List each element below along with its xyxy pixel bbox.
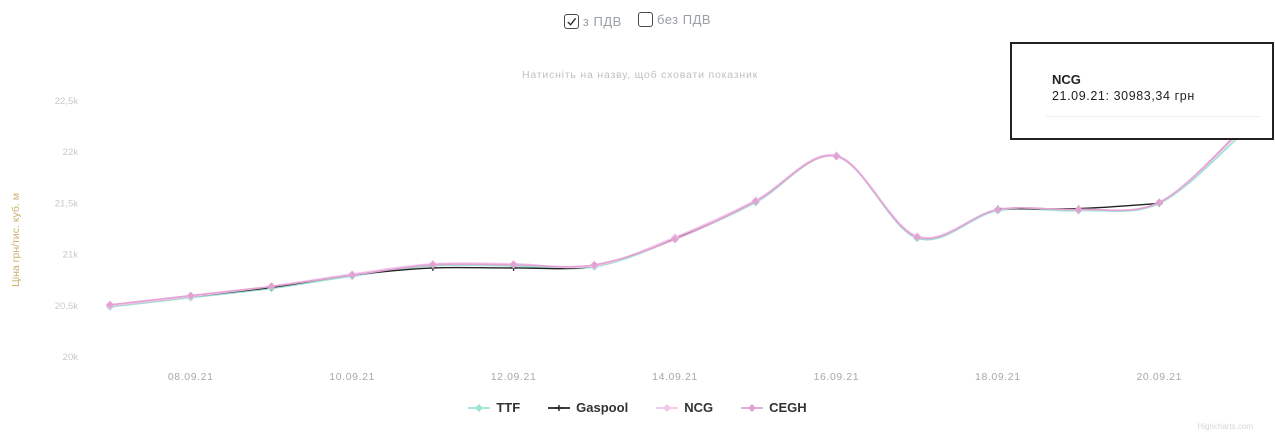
- tooltip: NCG 21.09.21: 30983,34 грн: [1010, 42, 1274, 140]
- x-tick-label: 14.09.21: [652, 371, 698, 383]
- tooltip-value: 21.09.21: 30983,34 грн: [1052, 89, 1195, 103]
- series-line-ttf[interactable]: [109, 135, 1241, 308]
- y-axis-title: Ціна грн/тис. куб. м: [10, 193, 22, 287]
- legend-item-cegh[interactable]: CEGH: [741, 400, 807, 415]
- data-point-cegh[interactable]: [509, 260, 518, 269]
- legend-label: Gaspool: [576, 400, 629, 415]
- x-tick-label: 18.09.21: [975, 371, 1021, 383]
- vat-toggle: з ПДВ без ПДВ: [0, 12, 1275, 30]
- legend-label: TTF: [496, 400, 521, 415]
- data-point-cegh[interactable]: [671, 235, 679, 244]
- data-point-cegh[interactable]: [913, 233, 922, 242]
- data-point-cegh[interactable]: [751, 197, 760, 206]
- data-point-cegh[interactable]: [590, 260, 599, 269]
- tooltip-series: NCG: [1052, 72, 1081, 87]
- y-tick-label: 20,5k: [55, 301, 78, 312]
- data-point-cegh[interactable]: [1155, 198, 1164, 207]
- y-tick-label: 20k: [63, 352, 79, 363]
- x-tick-label: 20.09.21: [1136, 371, 1182, 383]
- with-vat-option[interactable]: з ПДВ: [563, 14, 622, 29]
- legend-symbol-cegh: [741, 403, 764, 412]
- legend-label: CEGH: [769, 400, 807, 415]
- series-line-ncg[interactable]: [109, 132, 1241, 307]
- data-point-cegh[interactable]: [428, 260, 437, 269]
- x-axis: 08.09.21 10.09.21 12.09.21 14.09.21 16.09.21…: [168, 371, 1182, 383]
- legend-item-ncg[interactable]: NCG: [656, 400, 713, 415]
- chart-subtitle: Натисніть на назву, щоб сховати показник: [522, 69, 758, 81]
- with-vat-checkbox[interactable]: [563, 14, 579, 29]
- x-tick-label: 16.09.21: [814, 371, 860, 383]
- series-markers: [106, 126, 1244, 311]
- series-line-gaspool[interactable]: [109, 200, 757, 307]
- without-vat-option[interactable]: без ПДВ: [637, 12, 712, 27]
- data-point-cegh[interactable]: [993, 205, 1002, 214]
- legend-label: NCG: [684, 400, 714, 415]
- x-tick-label: 10.09.21: [329, 371, 375, 383]
- check-icon: [567, 17, 577, 26]
- y-axis: 20k 20,5k 21k 21,5k 22k 22,5k: [55, 96, 78, 363]
- without-vat-checkbox[interactable]: [637, 12, 653, 27]
- legend-item-gaspool[interactable]: Gaspool: [548, 400, 628, 415]
- data-point-cegh[interactable]: [1074, 205, 1083, 214]
- data-point-cegh[interactable]: [267, 282, 276, 291]
- credits-link[interactable]: Highcharts.com: [1197, 422, 1253, 431]
- with-vat-label: з ПДВ: [582, 14, 622, 29]
- series-line-cegh[interactable]: [109, 130, 1241, 306]
- x-tick-label: 08.09.21: [168, 371, 214, 383]
- legend-symbol-ttf: [468, 403, 491, 412]
- data-point-cegh[interactable]: [186, 291, 195, 300]
- without-vat-label: без ПДВ: [656, 12, 712, 27]
- chart-legend: TTF Gaspool NCG CEGH: [0, 400, 1275, 415]
- data-point-cegh[interactable]: [348, 271, 357, 280]
- data-point-cegh[interactable]: [832, 152, 841, 161]
- legend-item-ttf[interactable]: TTF: [468, 400, 520, 415]
- y-tick-label: 21k: [63, 250, 79, 261]
- data-point-cegh[interactable]: [106, 300, 114, 309]
- tooltip-divider: [1046, 116, 1260, 117]
- x-tick-label: 12.09.21: [491, 371, 537, 383]
- y-tick-label: 22k: [63, 147, 79, 158]
- legend-symbol-ncg: [656, 403, 679, 412]
- legend-symbol-gaspool: [548, 404, 571, 411]
- y-tick-label: 22,5k: [55, 96, 78, 107]
- series-lines: [109, 130, 1241, 308]
- y-tick-label: 21,5k: [55, 198, 78, 209]
